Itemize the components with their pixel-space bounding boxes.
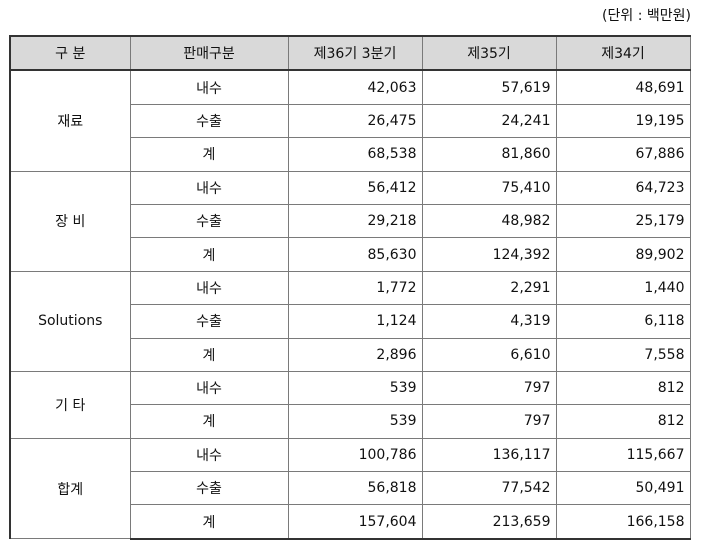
value-cell: 797 [421, 370, 557, 406]
value-cell: 48,982 [421, 203, 557, 239]
value-cell: 26,475 [287, 103, 423, 139]
sales-type-cell: 계 [129, 504, 289, 540]
value-cell: 136,117 [421, 437, 557, 473]
value-cell: 7,558 [555, 337, 691, 372]
table-row: 장 비 내수 56,412 75,410 64,723 [9, 170, 691, 272]
value-cell: 166,158 [555, 504, 691, 540]
value-cell: 19,195 [555, 103, 691, 139]
value-cell: 539 [287, 370, 423, 406]
value-cell: 75,410 [421, 170, 557, 205]
value-cell: 124,392 [421, 237, 557, 272]
value-cell: 115,667 [555, 437, 691, 473]
header-category: 구 분 [9, 34, 131, 72]
value-cell: 1,440 [555, 270, 691, 306]
header-period-36-q3: 제36기 3분기 [287, 34, 423, 72]
value-cell: 50,491 [555, 471, 691, 506]
sales-type-cell: 내수 [129, 170, 289, 205]
table-row: 수출 56,818 77,542 50,491 [10, 471, 691, 506]
value-cell: 25,179 [555, 203, 691, 239]
value-cell: 77,542 [421, 471, 557, 506]
sales-type-cell: 계 [129, 137, 289, 172]
value-cell: 213,659 [421, 504, 557, 540]
value-cell: 89,902 [555, 237, 691, 272]
value-cell: 56,818 [287, 471, 423, 506]
table-row: 합계 내수 100,786 136,117 115,667 [9, 437, 691, 540]
table-header: 구 분 판매구분 제36기 3분기 제35기 제34기 [9, 34, 691, 72]
category-cell: 장 비 [9, 170, 131, 272]
value-cell: 68,538 [287, 137, 423, 172]
table-row: 계 539 797 812 [10, 404, 691, 439]
category-cell: 합계 [9, 437, 131, 540]
value-cell: 24,241 [421, 103, 557, 139]
sales-type-cell: 내수 [129, 270, 289, 306]
value-cell: 6,610 [421, 337, 557, 372]
sales-type-cell: 수출 [129, 203, 289, 239]
sales-type-cell: 수출 [129, 471, 289, 506]
value-cell: 797 [421, 404, 557, 439]
table-row: 기 타 내수 539 797 812 [9, 370, 691, 439]
value-cell: 81,860 [421, 137, 557, 172]
value-cell: 2,896 [287, 337, 423, 372]
header-period-34: 제34기 [555, 34, 691, 72]
table-row: 수출 1,124 4,319 6,118 [10, 304, 691, 339]
value-cell: 539 [287, 404, 423, 439]
header-row: 구 분 판매구분 제36기 3분기 제35기 제34기 [9, 34, 691, 72]
value-cell: 67,886 [555, 137, 691, 172]
value-cell: 4,319 [421, 304, 557, 339]
value-cell: 57,619 [421, 69, 557, 105]
table-row: 수출 26,475 24,241 19,195 [10, 103, 691, 139]
sales-type-cell: 내수 [129, 370, 289, 406]
value-cell: 48,691 [555, 69, 691, 105]
value-cell: 1,124 [287, 304, 423, 339]
value-cell: 85,630 [287, 237, 423, 272]
table-row: Solutions 내수 1,772 2,291 1,440 [9, 270, 691, 372]
value-cell: 29,218 [287, 203, 423, 239]
sales-type-cell: 내수 [129, 69, 289, 105]
category-cell: 재료 [9, 69, 131, 172]
value-cell: 42,063 [287, 69, 423, 105]
table-row: 계 2,896 6,610 7,558 [10, 337, 691, 372]
sales-type-cell: 계 [129, 404, 289, 439]
sales-table: 구 분 판매구분 제36기 3분기 제35기 제34기 재료 내수 42,063 57… [9, 34, 691, 540]
unit-note: (단위 : 백만원) [602, 8, 691, 24]
value-cell: 6,118 [555, 304, 691, 339]
value-cell: 812 [555, 370, 691, 406]
value-cell: 64,723 [555, 170, 691, 205]
sales-type-cell: 계 [129, 337, 289, 372]
table-body: 재료 내수 42,063 57,619 48,691 수출 26,475 24,241 19,1… [9, 69, 691, 540]
value-cell: 2,291 [421, 270, 557, 306]
table-row: 재료 내수 42,063 57,619 48,691 [9, 69, 691, 172]
header-period-35: 제35기 [421, 34, 557, 72]
category-cell: 기 타 [9, 370, 131, 439]
header-sales-type: 판매구분 [129, 34, 289, 72]
value-cell: 100,786 [287, 437, 423, 473]
value-cell: 56,412 [287, 170, 423, 205]
value-cell: 812 [555, 404, 691, 439]
table-row: 수출 29,218 48,982 25,179 [10, 203, 691, 239]
table-row: 계 85,630 124,392 89,902 [10, 237, 691, 272]
sales-type-cell: 수출 [129, 304, 289, 339]
value-cell: 1,772 [287, 270, 423, 306]
sales-type-cell: 내수 [129, 437, 289, 473]
sales-type-cell: 수출 [129, 103, 289, 139]
table-row: 계 68,538 81,860 67,886 [10, 137, 691, 172]
sales-type-cell: 계 [129, 237, 289, 272]
category-cell: Solutions [9, 270, 131, 372]
value-cell: 157,604 [287, 504, 423, 540]
table-row: 계 157,604 213,659 166,158 [10, 504, 691, 540]
